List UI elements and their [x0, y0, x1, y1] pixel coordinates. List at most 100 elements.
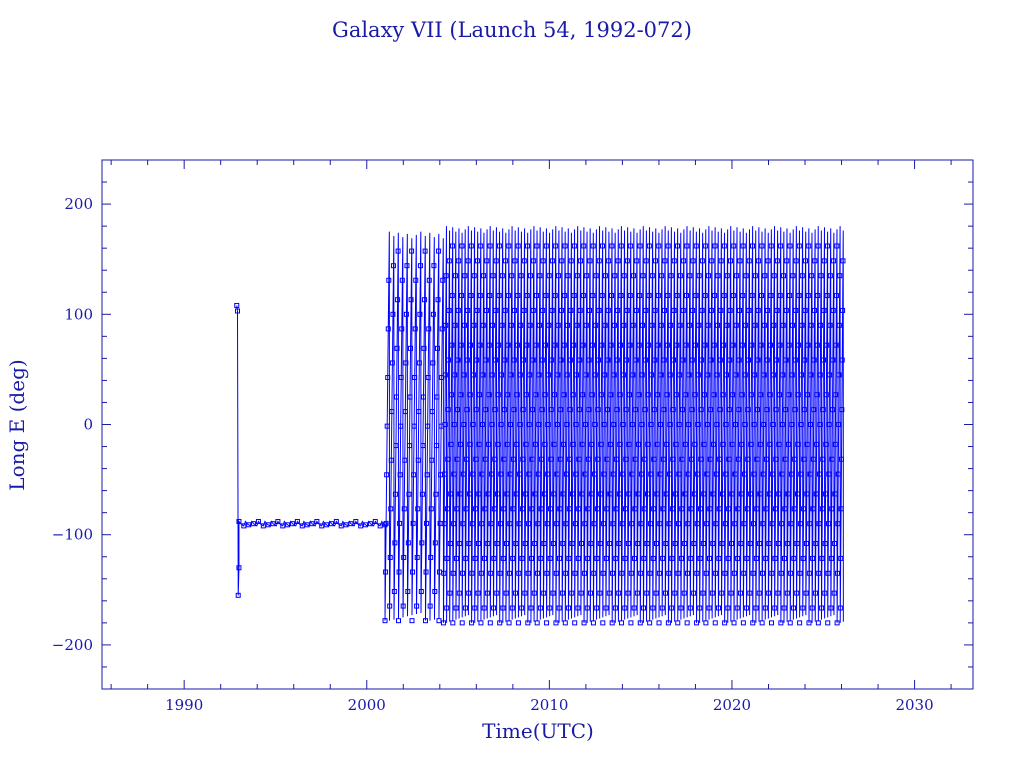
data-point: [572, 521, 578, 527]
data-point: [767, 441, 773, 447]
chart-title: Galaxy VII (Launch 54, 1992-072): [332, 18, 692, 42]
data-point: [451, 422, 457, 427]
data-point: [547, 605, 553, 611]
data-point: [797, 521, 803, 527]
y-tick-label: 200: [64, 195, 93, 213]
data-point: [544, 521, 550, 527]
data-point: [470, 422, 476, 427]
data-point: [816, 521, 822, 527]
data-point: [605, 357, 611, 363]
data-point: [557, 506, 563, 512]
data-point: [410, 569, 416, 575]
data-point: [510, 555, 516, 561]
data-point: [669, 605, 675, 611]
data-point: [546, 273, 552, 279]
data-point: [742, 471, 748, 477]
data-point: [748, 441, 754, 447]
data-point: [458, 392, 464, 398]
data-point: [408, 297, 414, 303]
data-point: [603, 605, 609, 611]
data-point: [443, 273, 449, 279]
data-point: [387, 603, 393, 609]
data-point: [692, 342, 698, 348]
data-point: [707, 456, 713, 462]
data-point: [234, 302, 240, 308]
data-point: [518, 322, 524, 328]
data-point: [787, 243, 793, 249]
data-point: [512, 258, 518, 264]
data-point: [309, 521, 315, 527]
data-point: [474, 258, 480, 264]
data-point: [507, 471, 513, 477]
data-point: [820, 456, 826, 462]
data-point: [779, 521, 785, 527]
data-point: [758, 342, 764, 348]
data-point: [834, 620, 840, 626]
data-point: [461, 322, 467, 328]
data-point: [570, 392, 576, 398]
data-point: [596, 357, 602, 363]
data-point: [544, 570, 550, 576]
data-point: [450, 243, 456, 249]
data-point: [664, 441, 670, 447]
data-point: [290, 521, 296, 527]
data-point: [726, 506, 732, 512]
data-point: [800, 555, 806, 561]
data-point: [651, 456, 657, 462]
data-point: [680, 307, 686, 313]
data-point: [406, 443, 412, 449]
data-point: [550, 590, 556, 596]
data-point: [476, 441, 482, 447]
data-point: [689, 407, 695, 413]
data-point: [704, 422, 710, 427]
data-point: [478, 620, 484, 626]
data-point: [569, 590, 575, 596]
data-point: [600, 570, 606, 576]
data-point: [479, 521, 485, 527]
data-point: [820, 357, 826, 363]
data-point: [466, 541, 472, 547]
data-point: [328, 521, 334, 527]
data-point: [741, 570, 747, 576]
data-point: [496, 293, 502, 299]
data-point: [756, 590, 762, 596]
data-point: [720, 392, 726, 398]
data-point: [594, 605, 600, 611]
data-point: [805, 392, 811, 398]
data-point: [823, 392, 829, 398]
data-point: [590, 620, 596, 626]
data-point: [648, 422, 654, 427]
data-point: [566, 555, 572, 561]
data-point: [586, 357, 592, 363]
data-point: [724, 273, 730, 279]
data-point: [643, 258, 649, 264]
data-point: [663, 590, 668, 596]
data-point: [568, 307, 574, 313]
data-point: [474, 307, 480, 313]
data-point: [456, 590, 462, 596]
data-point: [508, 372, 514, 378]
data-point: [396, 618, 402, 624]
data-point: [636, 342, 642, 348]
data-point: [382, 618, 388, 624]
data-point: [667, 422, 673, 427]
data-point: [740, 243, 746, 249]
data-point: [786, 342, 792, 348]
data-point: [671, 357, 677, 363]
data-point: [520, 407, 526, 413]
data-point: [604, 506, 610, 512]
data-point: [747, 590, 753, 596]
data-point: [600, 243, 606, 249]
data-point: [428, 506, 434, 512]
x-axis-label: Time(UTC): [482, 719, 594, 743]
data-point: [442, 422, 448, 427]
data-point: [750, 570, 756, 576]
data-point: [384, 472, 390, 478]
data-point: [394, 394, 399, 400]
data-point: [649, 273, 655, 279]
data-point: [397, 520, 403, 526]
data-point: [806, 570, 812, 576]
data-point: [706, 273, 712, 279]
data-point: [667, 372, 673, 378]
data-point: [464, 456, 470, 462]
